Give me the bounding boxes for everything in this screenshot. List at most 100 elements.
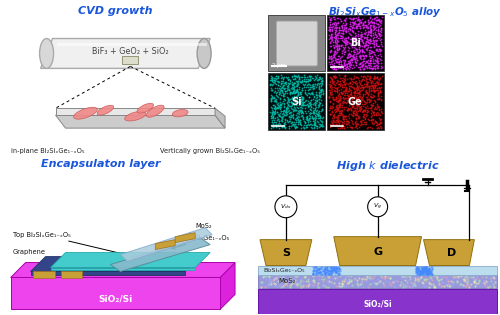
Point <box>330 114 338 119</box>
Point <box>358 53 366 58</box>
Point <box>353 57 361 62</box>
Point <box>301 82 309 87</box>
Point <box>326 106 334 111</box>
Point <box>342 26 350 31</box>
Point <box>275 113 283 118</box>
Point <box>308 90 316 95</box>
Point <box>354 33 362 38</box>
Point <box>311 119 319 124</box>
Point <box>367 111 375 116</box>
Point <box>318 103 326 108</box>
Point <box>366 33 374 38</box>
Point <box>300 125 308 130</box>
Point <box>364 97 372 102</box>
Point <box>348 42 356 47</box>
Point <box>364 97 372 102</box>
Point <box>279 108 287 113</box>
Point <box>298 102 306 107</box>
Point <box>330 17 338 22</box>
Point <box>376 47 384 52</box>
Point <box>360 43 368 48</box>
Point <box>282 106 290 111</box>
Point <box>291 125 299 130</box>
Point <box>371 26 379 31</box>
Point <box>332 120 340 125</box>
Point <box>375 18 383 23</box>
Point <box>331 122 339 127</box>
Point <box>326 22 334 27</box>
Point <box>359 54 367 59</box>
Point <box>296 78 304 83</box>
Point <box>349 34 357 39</box>
Point <box>282 107 290 112</box>
Point <box>368 86 376 91</box>
Point <box>375 121 383 126</box>
Point <box>280 109 288 114</box>
Point <box>358 64 366 69</box>
Point <box>344 94 351 100</box>
Point <box>338 107 345 112</box>
Point <box>286 125 294 130</box>
Point <box>281 89 289 94</box>
Point <box>302 78 310 83</box>
Point <box>376 47 384 52</box>
Point <box>342 35 350 40</box>
Point <box>352 35 360 40</box>
Point <box>360 108 368 113</box>
Point <box>343 100 351 105</box>
Point <box>288 119 296 124</box>
Point <box>358 107 366 112</box>
Point <box>354 96 362 101</box>
Point <box>334 84 342 89</box>
Point <box>278 116 286 121</box>
Point <box>357 64 365 69</box>
Point <box>269 82 277 87</box>
Point <box>288 86 296 91</box>
Point <box>306 118 314 123</box>
Point <box>359 22 367 27</box>
Point <box>372 62 380 67</box>
Point <box>340 48 347 53</box>
Point <box>271 76 279 81</box>
Point <box>278 84 285 89</box>
Point <box>372 42 380 47</box>
Point <box>365 118 373 123</box>
Point <box>352 24 360 29</box>
Point <box>340 64 347 69</box>
Point <box>318 124 326 129</box>
Point <box>356 66 364 72</box>
Point <box>344 66 352 72</box>
Point <box>268 75 276 80</box>
Point <box>318 83 326 88</box>
Point <box>332 24 340 29</box>
Point <box>336 98 344 103</box>
Point <box>362 19 370 24</box>
Point <box>348 105 356 110</box>
Point <box>317 79 325 84</box>
Point <box>372 24 380 29</box>
Point <box>328 15 336 20</box>
Point <box>374 65 382 70</box>
Point <box>308 98 316 103</box>
Polygon shape <box>215 108 225 128</box>
Point <box>280 91 288 96</box>
Point <box>370 16 378 21</box>
Point <box>272 98 280 103</box>
Point <box>370 75 378 80</box>
Point <box>292 78 300 83</box>
Point <box>370 120 378 125</box>
Point <box>268 110 276 115</box>
Point <box>338 103 346 108</box>
Point <box>362 81 370 86</box>
Polygon shape <box>40 38 210 68</box>
Point <box>302 91 310 96</box>
Point <box>332 106 340 112</box>
Point <box>333 89 341 94</box>
Point <box>332 117 340 122</box>
Point <box>280 96 288 101</box>
Point <box>360 77 368 83</box>
Point <box>317 90 325 95</box>
Point <box>356 100 364 105</box>
Point <box>334 106 342 111</box>
Point <box>330 14 338 19</box>
